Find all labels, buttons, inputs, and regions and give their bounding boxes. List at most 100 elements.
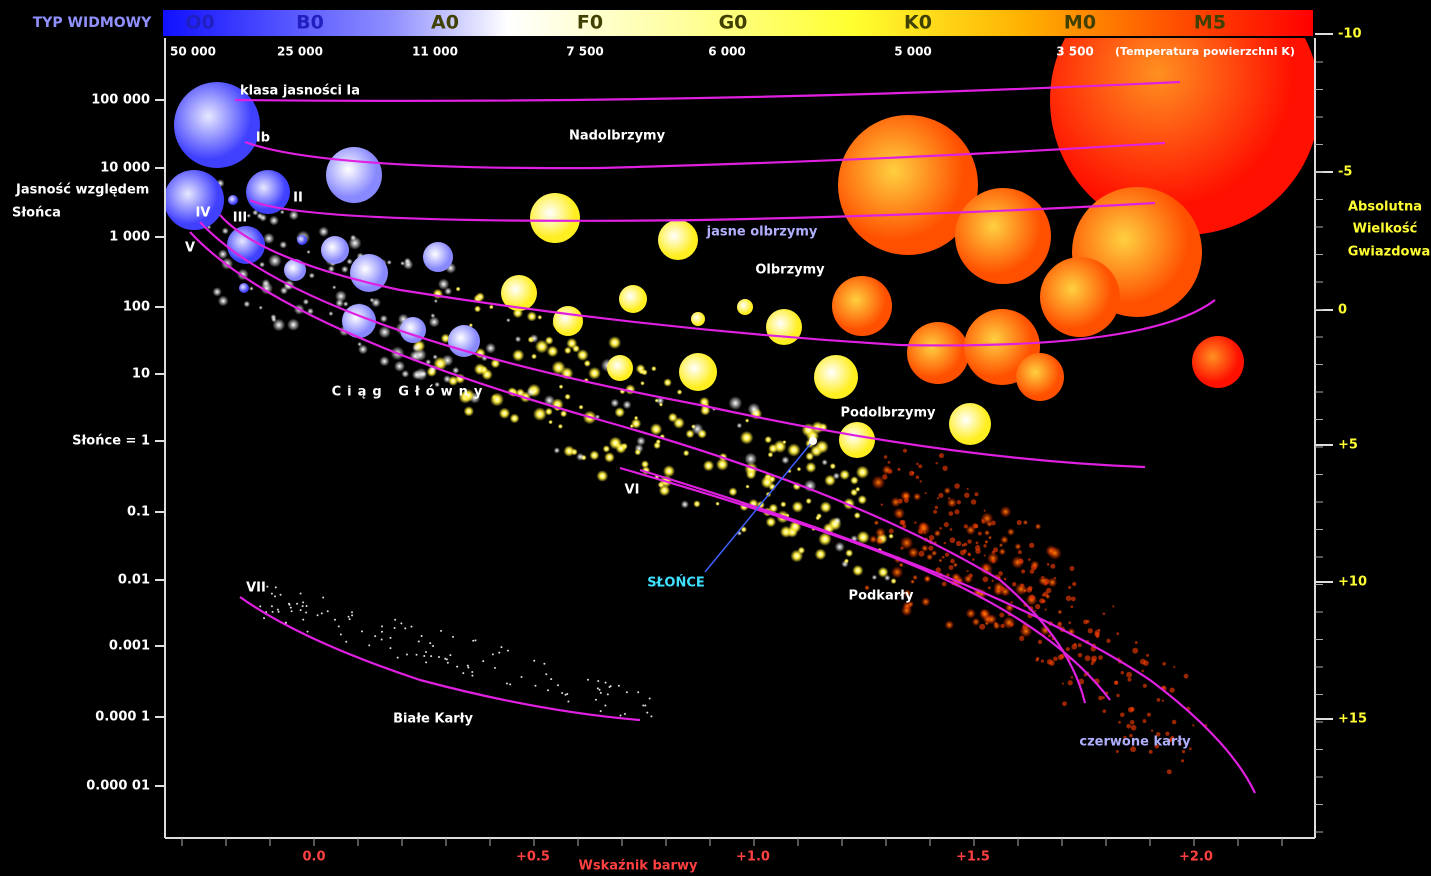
star	[380, 638, 383, 641]
star	[938, 492, 944, 498]
star	[898, 498, 903, 504]
star	[296, 602, 299, 605]
star	[276, 608, 279, 611]
star	[608, 336, 622, 350]
star-sphere	[679, 353, 717, 391]
star	[998, 548, 1007, 556]
star	[506, 649, 509, 652]
star	[1102, 612, 1106, 616]
star	[918, 529, 924, 535]
star	[1016, 519, 1022, 526]
star	[856, 530, 870, 544]
star	[1091, 658, 1096, 664]
star	[882, 474, 888, 480]
star	[1156, 698, 1161, 702]
star	[764, 435, 772, 444]
star	[944, 620, 955, 630]
star	[655, 439, 661, 445]
star	[747, 402, 761, 416]
star	[1065, 595, 1072, 602]
star	[1043, 591, 1049, 597]
star	[781, 456, 790, 465]
star	[928, 545, 934, 551]
spectral-class: K0	[904, 12, 932, 34]
star-sphere	[239, 283, 249, 293]
star	[212, 287, 222, 297]
star	[455, 286, 461, 292]
star	[651, 365, 657, 372]
star	[902, 448, 908, 453]
star	[1090, 662, 1094, 666]
star	[1150, 729, 1154, 732]
star	[982, 576, 989, 583]
star	[1067, 680, 1073, 686]
star	[920, 544, 929, 553]
star	[853, 512, 861, 519]
star	[514, 336, 522, 343]
label: IV	[196, 206, 211, 221]
star	[1018, 558, 1024, 564]
star	[888, 528, 894, 534]
star	[444, 287, 452, 296]
y-tick-label: Słońce = 1	[72, 434, 150, 449]
label: VII	[246, 581, 266, 596]
star	[974, 524, 979, 529]
star	[274, 586, 277, 589]
star	[1183, 673, 1189, 679]
star	[463, 406, 474, 417]
star-sphere	[530, 193, 580, 243]
star	[642, 704, 645, 707]
star	[871, 574, 878, 581]
star	[472, 639, 475, 642]
star	[943, 541, 947, 545]
star	[270, 605, 273, 608]
star	[302, 601, 305, 604]
star	[500, 646, 503, 649]
star	[787, 443, 801, 457]
star	[1003, 577, 1007, 581]
star	[1011, 582, 1017, 587]
star	[437, 278, 450, 290]
star	[907, 546, 920, 559]
star	[374, 635, 377, 638]
x-tick-label: +1.0	[736, 850, 770, 865]
star	[606, 693, 609, 696]
right-axis-title: Absolutna	[1348, 200, 1422, 215]
temperature: 5 000	[894, 45, 932, 59]
star	[599, 691, 602, 694]
star	[852, 564, 864, 577]
star	[576, 349, 589, 362]
star	[691, 423, 704, 435]
star	[1077, 643, 1082, 648]
star	[534, 684, 537, 687]
star	[277, 610, 280, 613]
star	[935, 567, 941, 573]
star	[638, 368, 645, 375]
label: Białe Karły	[393, 712, 473, 727]
star	[302, 298, 310, 305]
star	[1129, 733, 1133, 738]
star	[961, 543, 965, 547]
star	[880, 503, 883, 506]
star	[1171, 719, 1177, 725]
star	[1010, 601, 1013, 604]
star	[887, 469, 893, 474]
star-sphere	[228, 195, 238, 205]
star	[320, 612, 323, 615]
star	[941, 555, 945, 559]
star	[509, 683, 512, 686]
star	[1142, 719, 1147, 724]
star	[268, 254, 282, 268]
star	[975, 545, 981, 551]
star	[432, 645, 435, 648]
star	[984, 529, 991, 536]
star	[381, 625, 384, 628]
star	[274, 595, 277, 598]
star	[967, 539, 972, 544]
star	[1068, 621, 1072, 625]
temperature: 11 000	[412, 45, 458, 59]
star	[975, 541, 979, 545]
star	[380, 630, 383, 633]
star	[263, 617, 266, 620]
star	[531, 353, 537, 360]
